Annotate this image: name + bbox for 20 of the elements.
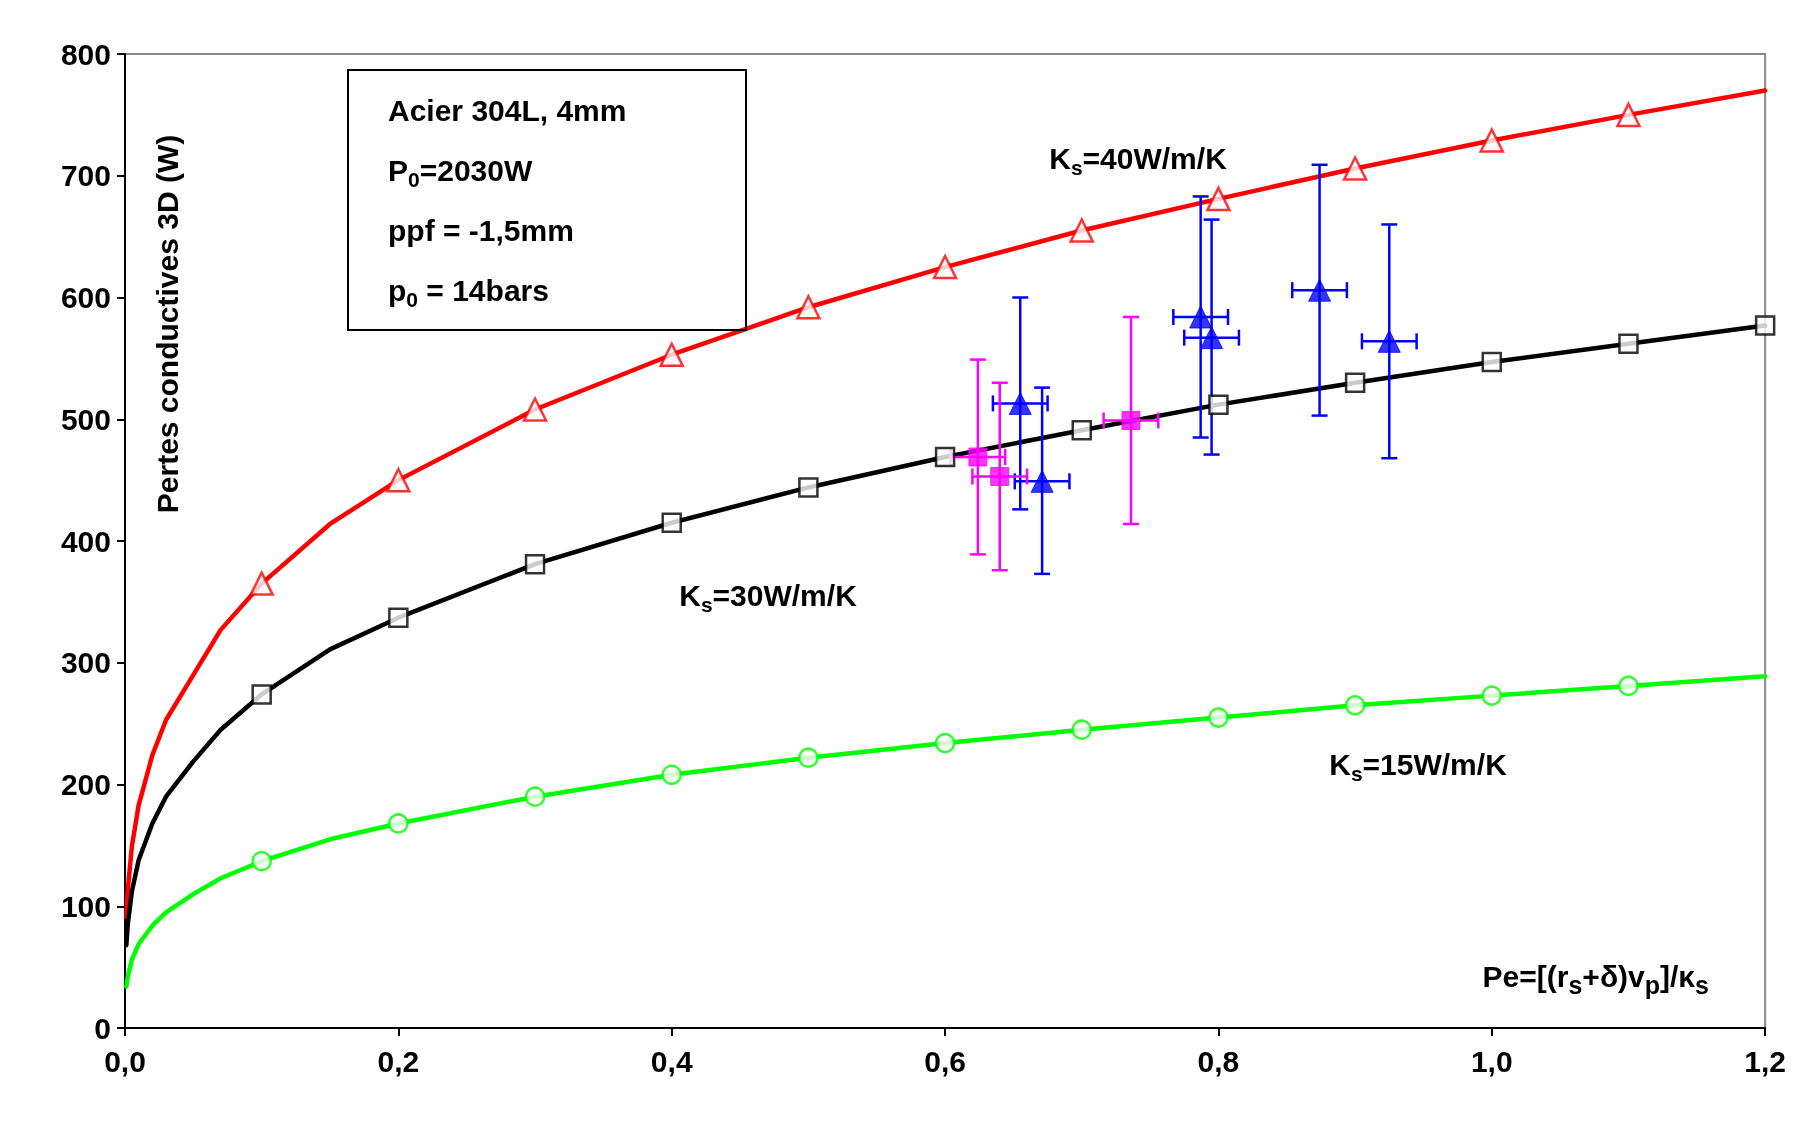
y-tick-label: 600 [60, 281, 111, 314]
x-tick-label: 1,2 [1744, 1044, 1787, 1078]
y-tick-label: 700 [60, 159, 111, 193]
y-tick-label: 800 [60, 37, 111, 71]
y-tick-label: 500 [60, 402, 111, 436]
annotation: ppf = -1,5mm [388, 213, 574, 247]
y-axis-title: Pertes conductives 3D (W) [150, 134, 184, 514]
x-tick-label: 0,4 [650, 1044, 693, 1078]
y-tick-label: 300 [60, 646, 111, 680]
x-tick-label: 0,8 [1197, 1044, 1240, 1078]
y-tick-label: 200 [60, 768, 111, 801]
y-tick-label: 400 [60, 524, 111, 558]
x-axis-title: Pe=[(r$_{s}$+δ)v$_{p}$]/κ$_{s}$ [1482, 960, 1709, 1000]
y-tick-label: 0 [94, 1011, 111, 1045]
x-tick-label: 0,2 [377, 1044, 420, 1078]
y-tick-label: 100 [60, 889, 111, 923]
x-tick-label: 0,6 [924, 1044, 966, 1078]
x-tick-label: 1,0 [1470, 1044, 1513, 1078]
x-tick-label: 0,0 [104, 1044, 146, 1078]
annotation: Acier 304L, 4mm [388, 93, 627, 127]
